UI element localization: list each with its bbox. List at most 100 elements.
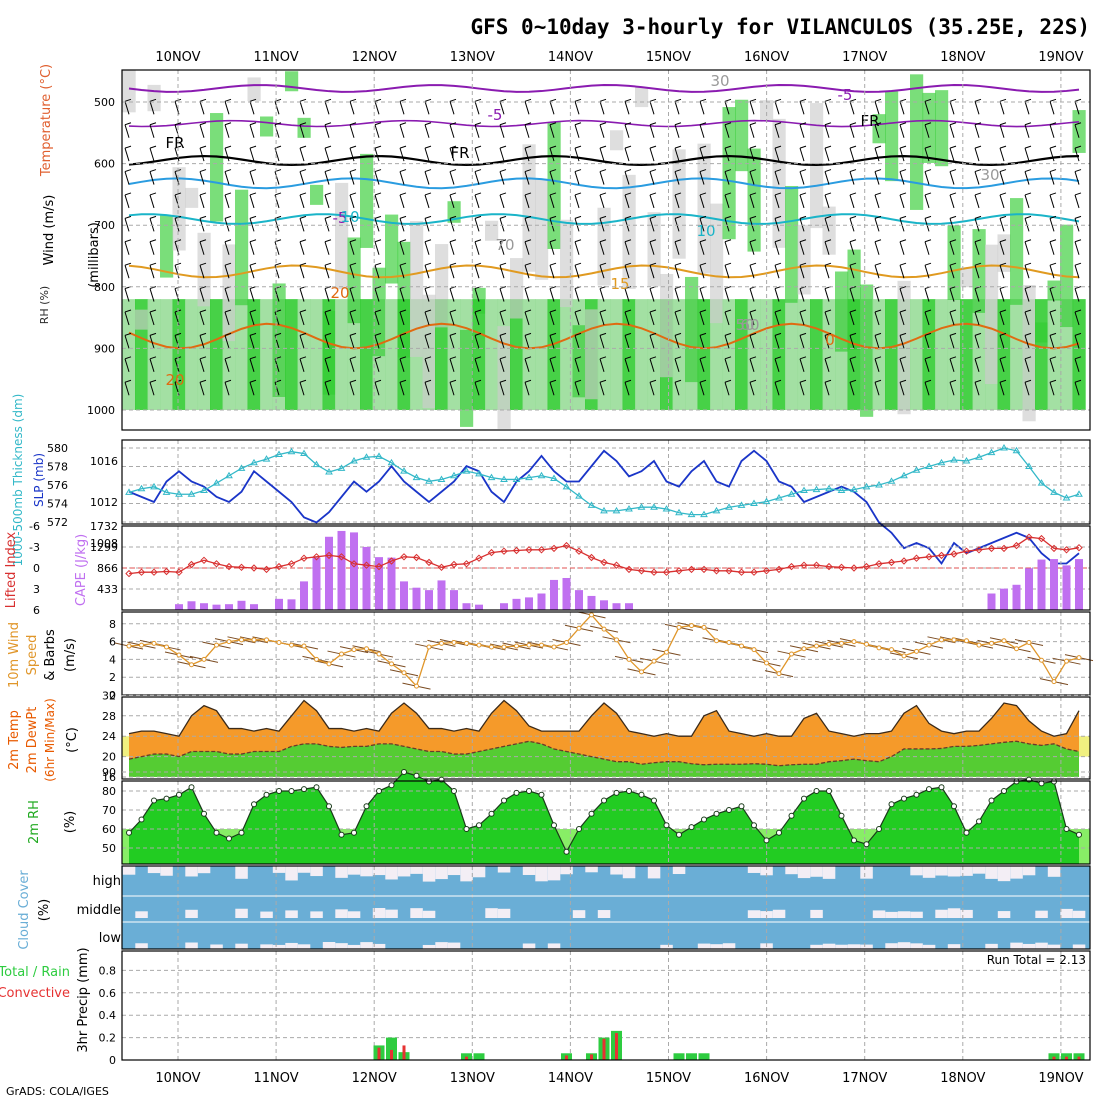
cloud-low <box>210 944 223 949</box>
wind-barb <box>824 215 832 219</box>
temp-tick: 28 <box>102 710 116 723</box>
wind-barb <box>949 356 957 360</box>
wind-barb <box>949 218 955 232</box>
wind-speed-point <box>951 637 957 643</box>
wind-barb <box>1049 218 1055 232</box>
wind-barb <box>1074 309 1082 313</box>
wind-barb <box>1074 358 1080 372</box>
wind-barb <box>799 286 807 290</box>
rh-cell <box>172 167 186 251</box>
wind-barb <box>374 147 380 162</box>
wind-barb <box>424 335 430 349</box>
wind-barb <box>899 288 905 302</box>
wind-barb <box>499 122 507 126</box>
wind-barb <box>549 239 557 243</box>
wind-barb <box>299 356 307 360</box>
rh-point <box>138 816 145 823</box>
wind-barb <box>649 382 655 396</box>
thickness-point <box>175 490 183 497</box>
rh-cell <box>210 113 224 222</box>
thickness-point <box>475 469 483 477</box>
wind-barb <box>299 262 307 266</box>
li-point <box>1037 534 1046 543</box>
wind-barb <box>824 145 832 149</box>
wind-barb <box>824 124 830 138</box>
cloud-high <box>197 866 211 874</box>
wind-barb <box>199 147 205 162</box>
wind-barb <box>524 262 532 266</box>
thickness-point <box>537 471 546 479</box>
wind-barb <box>774 241 780 255</box>
wind-barb <box>449 309 457 313</box>
wind-barb <box>199 288 205 302</box>
wind-barb <box>974 122 982 126</box>
wind-barb <box>724 239 732 243</box>
wind-barb <box>824 332 832 336</box>
rh-point <box>388 782 395 789</box>
wind-barb <box>574 215 582 219</box>
wind-barb <box>899 262 907 266</box>
li-point <box>300 554 308 562</box>
wind-barb <box>674 286 682 290</box>
wind-barb <box>324 194 330 209</box>
cloud-high <box>185 866 198 877</box>
precip-convective-bar <box>390 1049 393 1060</box>
wind-barb <box>424 192 432 196</box>
wind-barb <box>174 332 182 336</box>
thickness-point <box>1037 479 1046 486</box>
wind-barb <box>1024 309 1032 313</box>
wind-barb <box>599 101 605 115</box>
wind-barb <box>799 309 807 313</box>
cloud-high <box>522 866 536 875</box>
axis-label-thickness: 1000-500mb Thickness (dm) <box>11 394 25 567</box>
cape-bar <box>575 590 583 610</box>
wind-barb <box>449 382 455 396</box>
cape-tick: 866 <box>97 562 118 575</box>
rh-point <box>913 791 920 798</box>
cape-bar <box>1000 588 1008 610</box>
run-total-label: Run Total = 2.13 <box>987 953 1086 967</box>
wind-barb <box>124 358 130 372</box>
rh-point <box>851 837 857 844</box>
wind-barb <box>149 382 155 396</box>
wind-barb <box>824 101 830 115</box>
li-point <box>450 560 458 569</box>
wind-barb <box>749 122 757 126</box>
wind-barb <box>349 98 357 102</box>
wind-barb <box>149 194 155 209</box>
wind-barb <box>374 169 382 173</box>
wind-barb <box>324 98 332 102</box>
contour-label: 30 <box>980 166 999 184</box>
wind-barb <box>199 379 207 383</box>
wind-barb <box>849 145 857 149</box>
wind-barb <box>124 194 130 209</box>
temperature-contour <box>128 177 1080 190</box>
wind-barb <box>199 262 207 266</box>
thickness-point <box>875 481 883 488</box>
wind-barb <box>1024 124 1030 138</box>
thickness-point <box>1000 444 1008 451</box>
cape-bar <box>987 593 996 610</box>
wind-barb <box>399 262 407 266</box>
wind-barb <box>599 147 605 162</box>
wind-barb <box>949 241 955 255</box>
rh-cell <box>785 299 799 410</box>
cloud-middle <box>810 909 823 918</box>
wind-barb <box>449 356 457 360</box>
rh-point <box>513 789 520 796</box>
cape-bar <box>500 603 508 610</box>
rh-point <box>776 829 782 836</box>
wind-barb <box>924 332 932 336</box>
thickness-point <box>887 477 896 484</box>
rh-cell <box>1035 322 1049 343</box>
wind-barb <box>1024 194 1030 209</box>
wind-barb <box>574 311 580 326</box>
wind-barb <box>749 241 755 255</box>
wind-barb <box>849 215 857 219</box>
wind-barb <box>199 382 205 396</box>
wind-barb <box>424 288 430 302</box>
wind-barb <box>849 262 857 266</box>
wind-barb <box>799 382 805 396</box>
cloud-middle <box>572 910 586 918</box>
